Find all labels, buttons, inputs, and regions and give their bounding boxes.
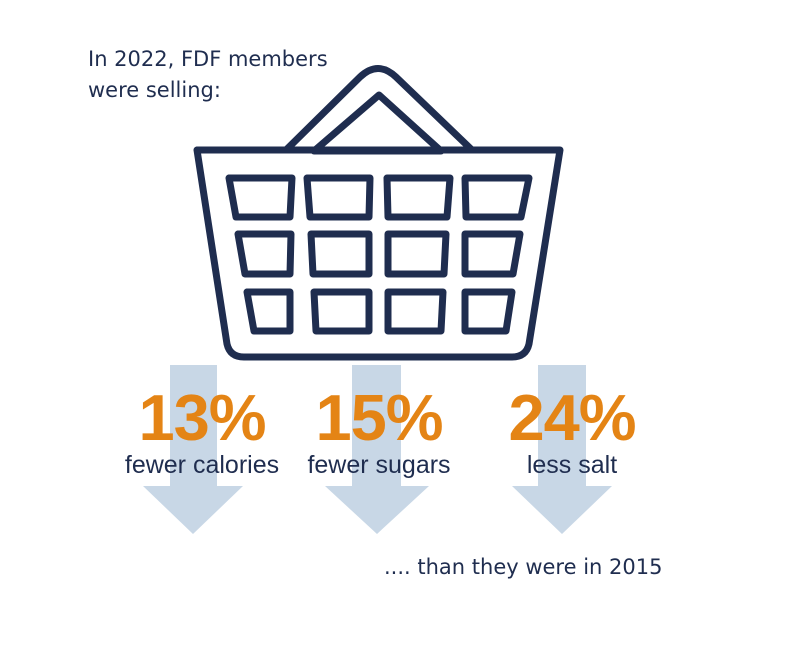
down-arrow-icon — [143, 365, 243, 534]
basket-handle — [282, 65, 476, 154]
intro-text: In 2022, FDF members were selling: — [88, 44, 388, 106]
basket-cell — [310, 288, 373, 335]
intro-line-1: In 2022, FDF members — [88, 47, 328, 71]
basket-cell — [461, 288, 516, 335]
stat-sugars: 15% fewer sugars — [291, 381, 467, 480]
down-arrow-icon — [325, 365, 429, 534]
basket-cell — [461, 230, 524, 278]
basket-cell — [307, 230, 373, 278]
intro-line-2: were selling: — [88, 78, 221, 102]
stat-value: 24% — [508, 381, 636, 454]
shopping-basket-icon — [193, 65, 564, 361]
down-arrow-icon — [512, 365, 612, 534]
basket-cell — [303, 174, 374, 221]
basket-cell — [384, 288, 447, 335]
stat-value: 13% — [138, 381, 266, 454]
basket-cell — [225, 174, 296, 221]
stat-value: 15% — [315, 381, 443, 454]
basket-cell — [384, 230, 450, 278]
stat-label: fewer sugars — [307, 451, 451, 479]
basket-cell — [383, 174, 454, 221]
stat-label: less salt — [526, 451, 618, 479]
basket-cell — [234, 230, 295, 278]
footnote: .... than they were in 2015 — [384, 555, 663, 579]
stat-label: fewer calories — [124, 451, 280, 479]
basket-cell — [243, 288, 294, 335]
arrow-group — [143, 365, 612, 534]
stat-salt: 24% less salt — [484, 381, 660, 480]
basket-body — [193, 146, 564, 361]
stat-calories: 13% fewer calories — [102, 381, 302, 480]
basket-cell — [461, 174, 533, 221]
